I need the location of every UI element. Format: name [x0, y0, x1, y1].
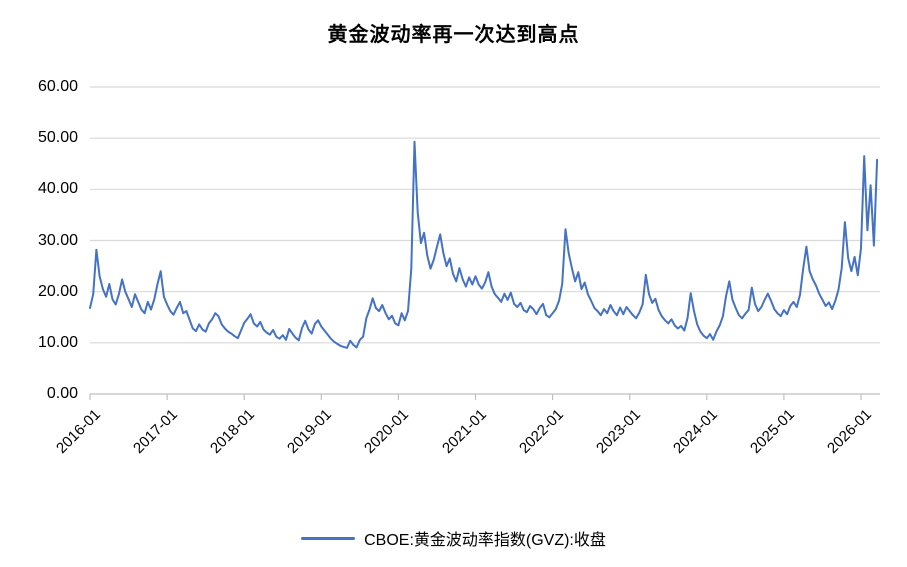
- y-tick-label: 50.00: [37, 129, 78, 147]
- gvz-series-line: [89, 140, 879, 349]
- y-tick-label: 40.00: [37, 180, 78, 198]
- chart-title: 黄金波动率再一次达到高点: [327, 24, 580, 46]
- y-tick-label: 20.00: [37, 282, 78, 300]
- legend-line-marker: [301, 536, 356, 540]
- y-tick-label: 10.00: [37, 333, 78, 351]
- y-tick-label: 60.00: [37, 78, 78, 95]
- legend: CBOE:黄金波动率指数(GVZ):收盘: [0, 524, 907, 552]
- legend-series-label: CBOE:黄金波动率指数(GVZ):收盘: [364, 532, 606, 549]
- y-tick-label: 30.00: [37, 231, 78, 249]
- y-tick-label: 0.00: [46, 385, 78, 402]
